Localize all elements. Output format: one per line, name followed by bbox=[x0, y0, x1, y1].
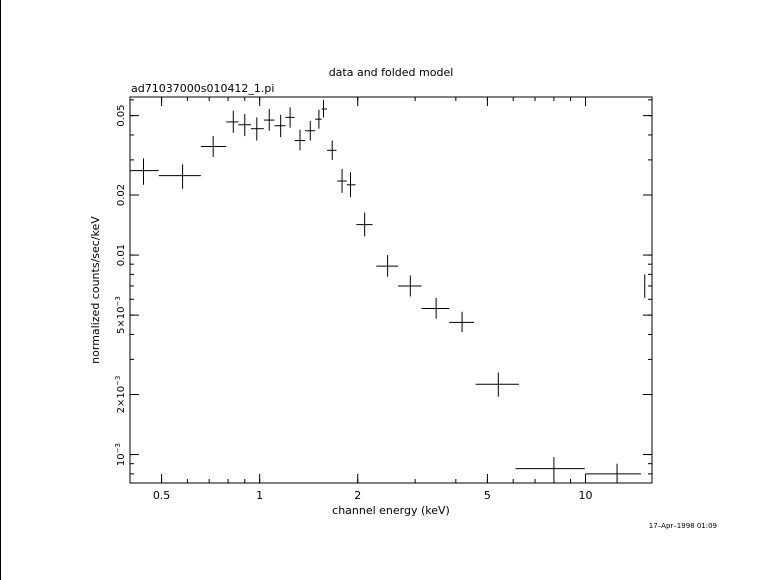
chart-title: data and folded model bbox=[329, 66, 454, 79]
data-point bbox=[226, 110, 239, 133]
data-point bbox=[475, 372, 519, 397]
data-point bbox=[305, 120, 316, 141]
data-point bbox=[376, 255, 399, 277]
x-axis-ticks: 0.5 1 2 5 10 bbox=[153, 97, 592, 502]
data-point bbox=[585, 463, 641, 483]
data-point bbox=[263, 108, 275, 131]
data-point bbox=[421, 297, 450, 319]
y-axis-ticks: 0.05 0.02 0.01 5×10−3 2×10−3 10−3 bbox=[114, 105, 652, 466]
data-point bbox=[321, 99, 328, 118]
data-point bbox=[294, 129, 306, 151]
data-point bbox=[285, 107, 295, 128]
data-point bbox=[327, 140, 337, 160]
timestamp: 17–Apr–1998 01:09 bbox=[649, 522, 717, 530]
data-point bbox=[315, 109, 322, 129]
y-tick-label: 5×10−3 bbox=[114, 296, 127, 334]
data-point bbox=[238, 113, 251, 137]
x-tick-label: 5 bbox=[484, 489, 491, 502]
data-point bbox=[337, 169, 347, 193]
minor-ticks bbox=[129, 97, 652, 483]
y-axis-label: normalized counts/sec/keV bbox=[89, 216, 102, 364]
chart-subtitle: ad71037000s010412_1.pi bbox=[131, 82, 274, 95]
data-point bbox=[398, 275, 422, 297]
y-tick-label: 0.05 bbox=[116, 105, 127, 127]
x-tick-label: 0.5 bbox=[153, 489, 171, 502]
data-point bbox=[250, 117, 264, 141]
x-tick-label: 2 bbox=[354, 489, 361, 502]
data-point bbox=[158, 164, 201, 189]
y-tick-label: 0.02 bbox=[116, 184, 127, 206]
x-tick-label: 1 bbox=[256, 489, 263, 502]
y-tick-label: 0.01 bbox=[116, 244, 127, 266]
plot-frame bbox=[129, 96, 653, 484]
x-axis-label: channel energy (keV) bbox=[332, 504, 450, 517]
data-point bbox=[274, 114, 286, 138]
y-tick-label: 2×10−3 bbox=[114, 376, 127, 414]
data-point bbox=[644, 274, 646, 298]
window-left-border bbox=[0, 0, 1, 580]
data-point bbox=[356, 212, 373, 237]
data-point bbox=[130, 158, 159, 185]
data-point bbox=[200, 136, 227, 158]
y-tick-label: 10−3 bbox=[114, 443, 127, 466]
data-point bbox=[449, 311, 475, 333]
data-point bbox=[515, 457, 585, 480]
x-tick-label: 10 bbox=[578, 489, 592, 502]
data-points bbox=[130, 99, 646, 483]
data-point bbox=[346, 172, 356, 198]
